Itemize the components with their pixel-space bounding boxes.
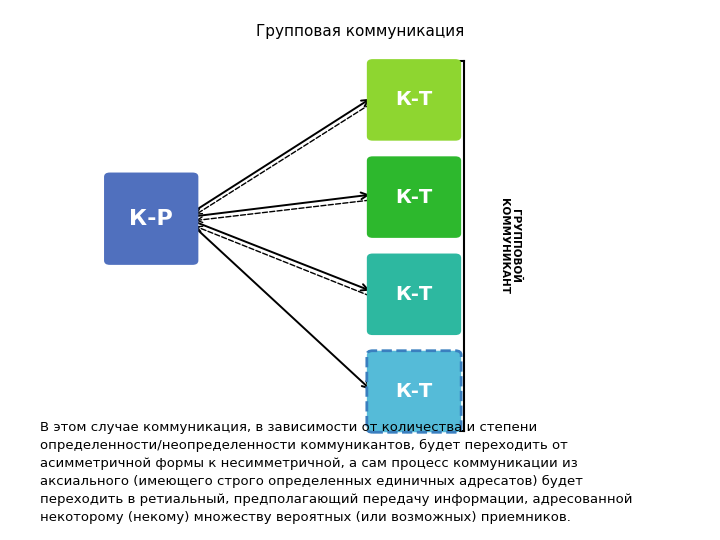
Text: К-Т: К-Т xyxy=(395,187,433,207)
FancyBboxPatch shape xyxy=(366,351,461,432)
FancyBboxPatch shape xyxy=(366,157,461,238)
Text: Групповая коммуникация: Групповая коммуникация xyxy=(256,24,464,39)
Text: К-Т: К-Т xyxy=(395,382,433,401)
Text: ГРУППОВОЙ
КОММУНИКАНТ: ГРУППОВОЙ КОММУНИКАНТ xyxy=(498,198,521,294)
Text: К-Т: К-Т xyxy=(395,90,433,110)
FancyBboxPatch shape xyxy=(366,254,461,335)
Text: К-Р: К-Р xyxy=(130,208,173,229)
Text: В этом случае коммуникация, в зависимости от количества и степени
определенности: В этом случае коммуникация, в зависимост… xyxy=(40,421,632,524)
FancyBboxPatch shape xyxy=(366,59,461,140)
Text: К-Т: К-Т xyxy=(395,285,433,304)
FancyBboxPatch shape xyxy=(104,173,198,265)
